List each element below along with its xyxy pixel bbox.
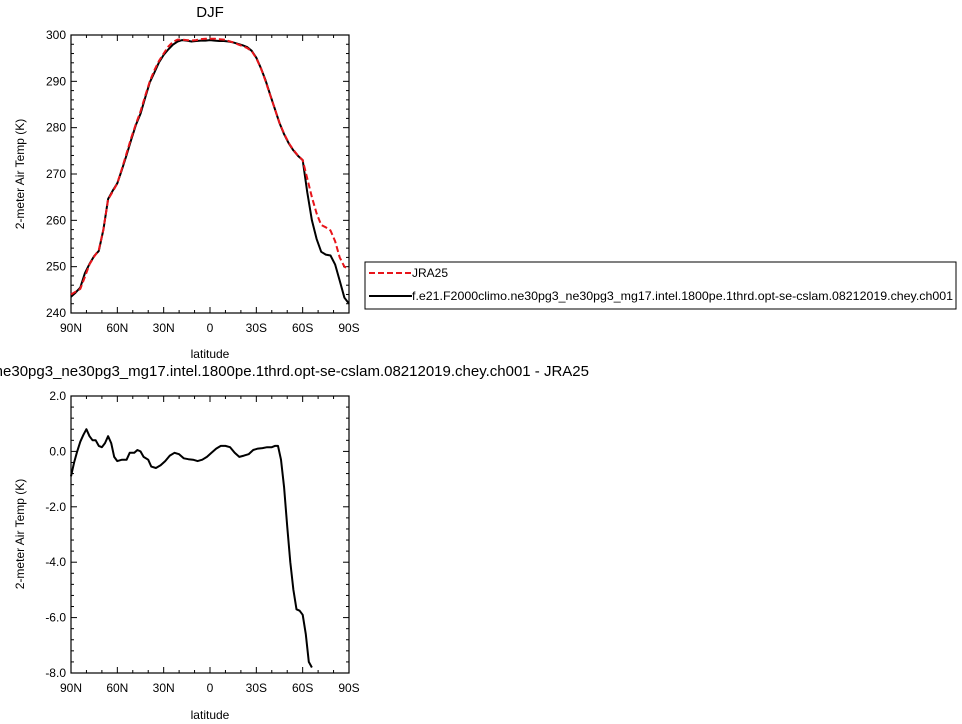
top-series bbox=[70, 37, 350, 305]
x-tick-label: 90N bbox=[60, 321, 82, 335]
bottom-panel: f.e21.F2000climo.ne30pg3_ne30pg3_mg17.in… bbox=[0, 363, 589, 722]
top-panel: DJF 240 250 260 270 280 290 300 90N 60N 30N 0 30S 6… bbox=[13, 4, 360, 361]
y-tick-label: 2.0 bbox=[49, 389, 66, 403]
y-tick-label: 270 bbox=[46, 167, 66, 181]
series-line-1-0 bbox=[70, 428, 313, 668]
y-tick-label: 280 bbox=[46, 121, 66, 135]
top-y-ticks: 240 250 260 270 280 290 300 bbox=[46, 28, 349, 320]
x-tick-label: 60N bbox=[106, 681, 128, 695]
legend: JRA25 f.e21.F2000climo.ne30pg3_ne30pg3_m… bbox=[364, 261, 957, 310]
bottom-x-axis-label: latitude bbox=[191, 708, 230, 722]
x-tick-label: 30S bbox=[246, 681, 267, 695]
y-tick-label: 290 bbox=[46, 74, 66, 88]
y-tick-label: 300 bbox=[46, 28, 66, 42]
series-line-0-0 bbox=[70, 37, 350, 296]
y-tick-label: 0.0 bbox=[49, 444, 66, 458]
bottom-series bbox=[70, 428, 313, 668]
y-tick-label: 240 bbox=[46, 306, 66, 320]
bottom-y-axis-label: 2-meter Air Temp (K) bbox=[13, 479, 27, 589]
legend-label-model: f.e21.F2000climo.ne30pg3_ne30pg3_mg17.in… bbox=[412, 289, 953, 303]
x-tick-label: 0 bbox=[207, 681, 214, 695]
top-plot-frame bbox=[70, 34, 350, 314]
x-tick-label: 90S bbox=[338, 321, 359, 335]
x-tick-label: 90N bbox=[60, 681, 82, 695]
y-tick-label: -8.0 bbox=[45, 666, 66, 680]
x-tick-label: 60N bbox=[106, 321, 128, 335]
top-y-axis-label: 2-meter Air Temp (K) bbox=[13, 119, 27, 229]
x-tick-label: 60S bbox=[292, 321, 313, 335]
x-tick-label: 30N bbox=[153, 681, 175, 695]
x-tick-label: 90S bbox=[338, 681, 359, 695]
legend-box bbox=[364, 261, 957, 310]
top-x-ticks: 90N 60N 30N 0 30S 60S 90S bbox=[60, 35, 360, 335]
bottom-x-ticks: 90N 60N 30N 0 30S 60S 90S bbox=[60, 396, 360, 695]
x-tick-label: 0 bbox=[207, 321, 214, 335]
y-tick-label: -6.0 bbox=[45, 611, 66, 625]
y-tick-label: -2.0 bbox=[45, 500, 66, 514]
bottom-plot-frame bbox=[70, 395, 350, 674]
y-tick-label: -4.0 bbox=[45, 555, 66, 569]
x-tick-label: 60S bbox=[292, 681, 313, 695]
x-tick-label: 30N bbox=[153, 321, 175, 335]
bottom-y-ticks: -8.0 -6.0 -4.0 -2.0 0.0 2.0 bbox=[45, 389, 349, 680]
bottom-chart-title: f.e21.F2000climo.ne30pg3_ne30pg3_mg17.in… bbox=[0, 363, 589, 380]
legend-label-jra25: JRA25 bbox=[412, 266, 448, 280]
y-tick-label: 260 bbox=[46, 213, 66, 227]
y-tick-label: 250 bbox=[46, 260, 66, 274]
top-x-axis-label: latitude bbox=[191, 347, 230, 361]
top-chart-title: DJF bbox=[196, 4, 224, 21]
series-line-0-1 bbox=[70, 39, 350, 305]
x-tick-label: 30S bbox=[246, 321, 267, 335]
